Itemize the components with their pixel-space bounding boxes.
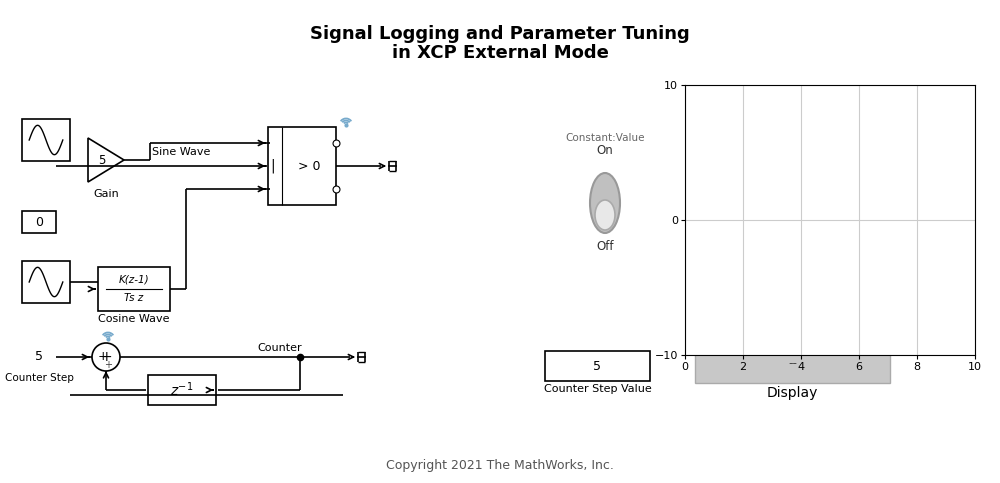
Bar xyxy=(545,351,650,381)
Text: $z^{-1}$: $z^{-1}$ xyxy=(170,381,194,399)
Bar xyxy=(148,375,216,405)
Text: > 0: > 0 xyxy=(298,159,320,172)
Text: Counter Step: Counter Step xyxy=(5,373,73,383)
Text: Sine Wave: Sine Wave xyxy=(152,147,210,157)
Text: 5: 5 xyxy=(594,359,602,372)
Bar xyxy=(22,119,70,161)
Ellipse shape xyxy=(595,200,615,230)
Text: 5: 5 xyxy=(98,154,106,167)
Text: Ts z: Ts z xyxy=(124,293,144,303)
Text: in XCP External Mode: in XCP External Mode xyxy=(392,44,608,62)
Ellipse shape xyxy=(590,173,620,233)
Text: +: + xyxy=(104,360,112,370)
Text: 0: 0 xyxy=(35,215,43,228)
Text: Constant:Value: Constant:Value xyxy=(565,133,645,143)
Bar xyxy=(98,267,170,311)
Text: Copyright 2021 The MathWorks, Inc.: Copyright 2021 The MathWorks, Inc. xyxy=(386,458,614,471)
Text: --: -- xyxy=(788,357,797,370)
Text: +: + xyxy=(98,351,108,364)
Text: Signal Logging and Parameter Tuning: Signal Logging and Parameter Tuning xyxy=(310,25,690,43)
Polygon shape xyxy=(88,138,124,182)
Circle shape xyxy=(92,343,120,371)
Text: K(z-1): K(z-1) xyxy=(119,275,149,285)
Text: +: + xyxy=(100,350,112,364)
Bar xyxy=(22,261,70,303)
Bar xyxy=(695,345,890,383)
Text: Counter Step Value: Counter Step Value xyxy=(544,384,651,394)
Text: |: | xyxy=(271,159,275,173)
Text: Cosine Wave: Cosine Wave xyxy=(98,314,170,324)
Text: Gain: Gain xyxy=(93,189,119,199)
Bar xyxy=(268,127,336,205)
Text: Display: Display xyxy=(767,386,818,400)
Text: 5: 5 xyxy=(35,351,43,364)
Bar xyxy=(22,211,56,233)
Text: Counter: Counter xyxy=(258,343,302,353)
Text: Off: Off xyxy=(596,241,614,254)
Text: On: On xyxy=(597,144,613,157)
